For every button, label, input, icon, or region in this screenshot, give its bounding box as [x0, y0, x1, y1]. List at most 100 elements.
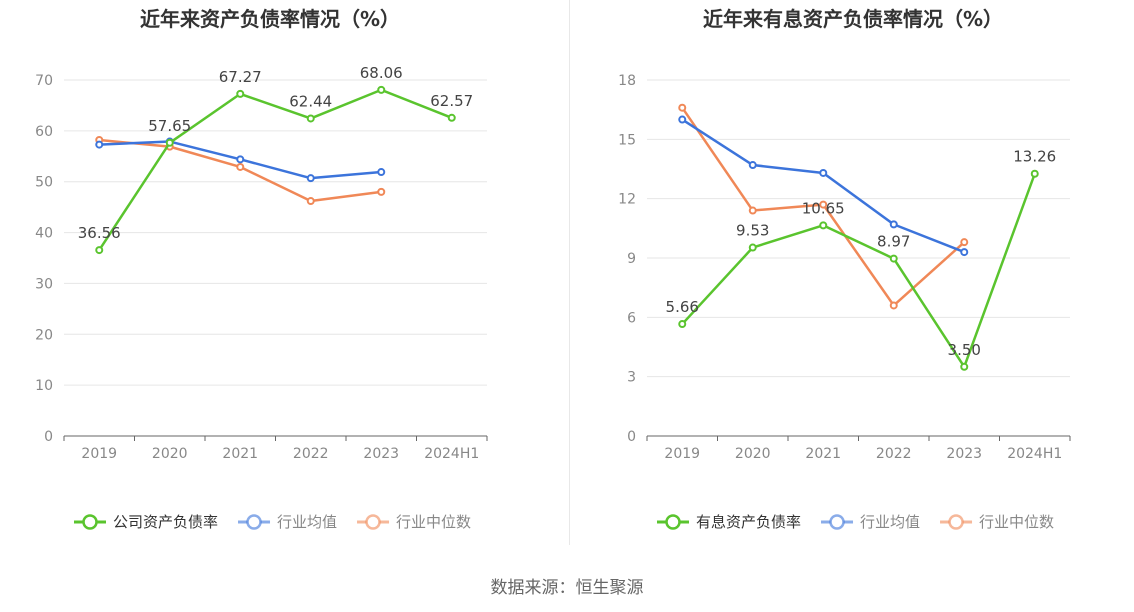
data-point[interactable] — [748, 161, 757, 170]
legend: 有息资产负债率 行业均值 行业中位数 — [657, 513, 1054, 531]
data-point[interactable] — [678, 115, 687, 124]
series-3 — [678, 103, 969, 310]
legend-item-1[interactable]: 公司资产负债率 — [74, 513, 218, 531]
legend: 公司资产负债率 行业均值 行业中位数 — [74, 513, 471, 531]
data-point[interactable] — [819, 168, 828, 177]
chart-2: 近年来有息资产负债率情况（%） 0 3 6 9 12 15 18 2019 2020 2021 202… — [618, 7, 1071, 531]
x-tick-label: 2021 — [805, 446, 841, 462]
legend-marker — [948, 514, 964, 530]
charts-svg: 近年来资产负债率情况（%） 0 10 20 30 40 50 60 70 2019 2020 2021… — [35, 7, 1071, 531]
y-tick-label: 70 — [35, 73, 53, 89]
legend-item-2[interactable]: 行业均值 — [238, 513, 337, 531]
data-point[interactable] — [678, 320, 687, 329]
legend-label: 公司资产负债率 — [113, 513, 218, 531]
data-point[interactable] — [748, 243, 757, 252]
legend-label: 行业中位数 — [979, 513, 1054, 531]
data-point[interactable] — [377, 85, 386, 94]
data-label: 36.56 — [78, 224, 121, 242]
data-label: 3.50 — [948, 341, 981, 359]
y-tick-label: 15 — [618, 132, 636, 148]
y-tick-label: 20 — [35, 327, 53, 343]
data-point[interactable] — [236, 155, 245, 164]
legend-marker — [665, 514, 681, 530]
legend-marker — [829, 514, 845, 530]
data-point[interactable] — [1030, 169, 1039, 178]
data-point[interactable] — [960, 362, 969, 371]
data-point[interactable] — [306, 174, 315, 183]
data-point[interactable] — [95, 140, 104, 149]
legend-item-1[interactable]: 有息资产负债率 — [657, 513, 801, 531]
x-tick-label: 2019 — [664, 446, 700, 462]
data-point[interactable] — [960, 248, 969, 257]
x-tick-label: 2023 — [946, 446, 982, 462]
y-tick-label: 12 — [618, 192, 636, 208]
x-tick-label: 2024H1 — [1007, 446, 1062, 462]
data-point[interactable] — [889, 220, 898, 229]
chart-divider — [569, 0, 570, 545]
data-point[interactable] — [377, 187, 386, 196]
data-point[interactable] — [447, 113, 456, 122]
data-label: 62.57 — [430, 92, 473, 110]
data-label: 5.66 — [666, 298, 699, 316]
data-point[interactable] — [306, 114, 315, 123]
y-tick-label: 30 — [35, 276, 53, 292]
legend-item-3[interactable]: 行业中位数 — [357, 513, 471, 531]
data-point[interactable] — [819, 221, 828, 230]
series-1: 36.56 57.65 67.27 62.44 68.06 62.57 — [78, 64, 473, 255]
legend-label: 行业中位数 — [396, 513, 471, 531]
data-source-note: 数据来源：恒生聚源 — [490, 578, 644, 598]
data-point[interactable] — [889, 254, 898, 263]
data-label: 9.53 — [736, 222, 769, 240]
y-tick-label: 40 — [35, 226, 53, 242]
legend-marker — [365, 514, 381, 530]
series-line — [98, 88, 453, 251]
series-2 — [678, 115, 969, 257]
y-tick-label: 50 — [35, 175, 53, 191]
data-point[interactable] — [377, 168, 386, 177]
chart-title: 近年来资产负债率情况（%） — [140, 7, 400, 31]
data-point[interactable] — [236, 162, 245, 171]
data-label: 13.26 — [1013, 148, 1056, 166]
chart-1: 近年来资产负债率情况（%） 0 10 20 30 40 50 60 70 2019 2020 2021… — [35, 7, 488, 531]
legend-label: 行业均值 — [277, 513, 337, 531]
data-point[interactable] — [306, 197, 315, 206]
data-point[interactable] — [889, 301, 898, 310]
data-point[interactable] — [165, 138, 174, 147]
y-tick-label: 3 — [627, 370, 636, 386]
x-tick-label: 2020 — [152, 446, 188, 462]
legend-marker — [246, 514, 262, 530]
legend-item-3[interactable]: 行业中位数 — [940, 513, 1054, 531]
x-tick-label: 2022 — [876, 446, 912, 462]
x-tick-label: 2023 — [363, 446, 399, 462]
x-tick-label: 2020 — [735, 446, 771, 462]
x-tick-label: 2021 — [222, 446, 258, 462]
data-point[interactable] — [748, 206, 757, 215]
y-tick-label: 60 — [35, 124, 53, 140]
data-label: 67.27 — [219, 68, 262, 86]
series-line — [681, 173, 1036, 369]
y-tick-label: 9 — [627, 251, 636, 267]
data-point[interactable] — [236, 89, 245, 98]
x-tick-label: 2024H1 — [424, 446, 479, 462]
data-point[interactable] — [960, 238, 969, 247]
x-tick-label: 2022 — [293, 446, 329, 462]
y-tick-label: 10 — [35, 378, 53, 394]
data-point[interactable] — [819, 200, 828, 209]
data-label: 57.65 — [148, 117, 191, 135]
data-point[interactable] — [95, 246, 104, 255]
y-tick-label: 6 — [627, 310, 636, 326]
legend-label: 有息资产负债率 — [696, 513, 801, 531]
chart-title: 近年来有息资产负债率情况（%） — [703, 7, 1003, 31]
x-tick-label: 2019 — [81, 446, 117, 462]
legend-item-2[interactable]: 行业均值 — [821, 513, 920, 531]
y-tick-label: 18 — [618, 73, 636, 89]
legend-marker — [82, 514, 98, 530]
y-tick-label: 0 — [627, 429, 636, 445]
data-label: 10.65 — [802, 199, 845, 217]
legend-label: 行业均值 — [860, 513, 920, 531]
data-label: 62.44 — [289, 92, 332, 110]
data-label: 68.06 — [360, 64, 403, 82]
series-3 — [95, 136, 386, 206]
data-point[interactable] — [678, 103, 687, 112]
